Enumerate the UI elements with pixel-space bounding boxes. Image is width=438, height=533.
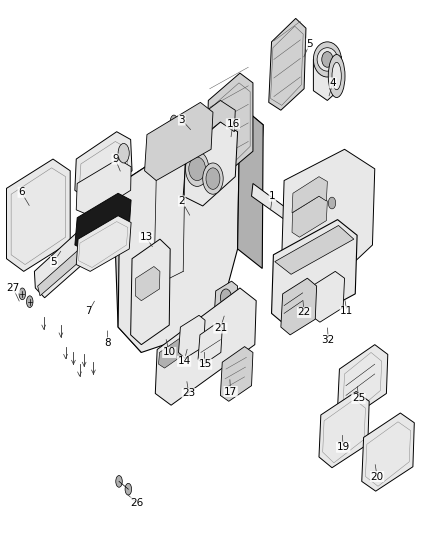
Polygon shape xyxy=(135,266,160,301)
Polygon shape xyxy=(275,225,354,274)
Text: 6: 6 xyxy=(18,187,25,197)
Ellipse shape xyxy=(206,168,220,189)
Polygon shape xyxy=(76,216,131,271)
Polygon shape xyxy=(187,100,235,149)
Polygon shape xyxy=(292,196,327,237)
Ellipse shape xyxy=(19,288,25,300)
Polygon shape xyxy=(145,102,213,181)
Polygon shape xyxy=(115,249,143,352)
Text: 14: 14 xyxy=(177,356,191,366)
Text: 13: 13 xyxy=(139,232,152,242)
Polygon shape xyxy=(214,281,237,317)
Polygon shape xyxy=(338,345,388,418)
Polygon shape xyxy=(311,271,345,322)
Polygon shape xyxy=(183,122,237,206)
Polygon shape xyxy=(118,106,240,352)
Ellipse shape xyxy=(176,130,199,165)
Text: 23: 23 xyxy=(182,389,195,399)
Ellipse shape xyxy=(186,151,209,187)
Ellipse shape xyxy=(203,163,223,194)
Text: 5: 5 xyxy=(306,39,313,49)
Polygon shape xyxy=(179,316,205,358)
Polygon shape xyxy=(35,232,85,298)
Ellipse shape xyxy=(314,42,341,77)
Text: 15: 15 xyxy=(198,359,212,369)
Text: 26: 26 xyxy=(130,498,143,508)
Polygon shape xyxy=(281,278,317,335)
Polygon shape xyxy=(115,106,263,269)
Polygon shape xyxy=(155,288,256,405)
Text: 11: 11 xyxy=(340,306,353,317)
Polygon shape xyxy=(282,149,375,274)
Polygon shape xyxy=(237,106,263,269)
Text: 3: 3 xyxy=(179,115,185,125)
Ellipse shape xyxy=(189,157,205,181)
Polygon shape xyxy=(362,413,414,491)
Text: 21: 21 xyxy=(214,323,227,333)
Ellipse shape xyxy=(220,289,232,306)
Polygon shape xyxy=(206,73,253,179)
Text: 7: 7 xyxy=(85,306,92,317)
Text: 4: 4 xyxy=(330,78,336,88)
Polygon shape xyxy=(220,346,253,401)
Ellipse shape xyxy=(332,62,341,90)
Polygon shape xyxy=(75,132,132,200)
Ellipse shape xyxy=(118,143,129,163)
Polygon shape xyxy=(38,249,83,296)
Polygon shape xyxy=(75,193,131,252)
Ellipse shape xyxy=(170,115,178,129)
Polygon shape xyxy=(292,176,327,213)
Text: 16: 16 xyxy=(226,119,240,129)
Polygon shape xyxy=(198,323,222,364)
Polygon shape xyxy=(272,220,357,329)
Polygon shape xyxy=(251,183,289,222)
Polygon shape xyxy=(269,19,306,110)
Text: 27: 27 xyxy=(7,283,20,293)
Ellipse shape xyxy=(317,48,338,71)
Polygon shape xyxy=(76,159,131,216)
Text: 22: 22 xyxy=(297,308,311,318)
Ellipse shape xyxy=(116,475,122,487)
Ellipse shape xyxy=(322,52,333,67)
Text: 10: 10 xyxy=(162,348,176,358)
Ellipse shape xyxy=(161,120,189,159)
Ellipse shape xyxy=(180,124,184,132)
Text: 19: 19 xyxy=(336,442,350,452)
Text: 8: 8 xyxy=(104,338,111,348)
Polygon shape xyxy=(7,159,70,271)
Text: 9: 9 xyxy=(112,154,119,164)
Text: 20: 20 xyxy=(371,472,384,481)
Polygon shape xyxy=(314,47,341,100)
Text: 5: 5 xyxy=(51,256,57,266)
Polygon shape xyxy=(131,239,170,345)
Ellipse shape xyxy=(125,483,131,495)
Polygon shape xyxy=(319,392,369,468)
Text: 17: 17 xyxy=(224,386,237,397)
Ellipse shape xyxy=(26,296,33,308)
Ellipse shape xyxy=(328,197,336,209)
Text: 32: 32 xyxy=(321,335,335,345)
Polygon shape xyxy=(159,337,188,368)
Text: 25: 25 xyxy=(352,393,365,403)
Text: 2: 2 xyxy=(179,196,185,206)
Text: 1: 1 xyxy=(269,191,276,201)
Ellipse shape xyxy=(328,54,345,98)
